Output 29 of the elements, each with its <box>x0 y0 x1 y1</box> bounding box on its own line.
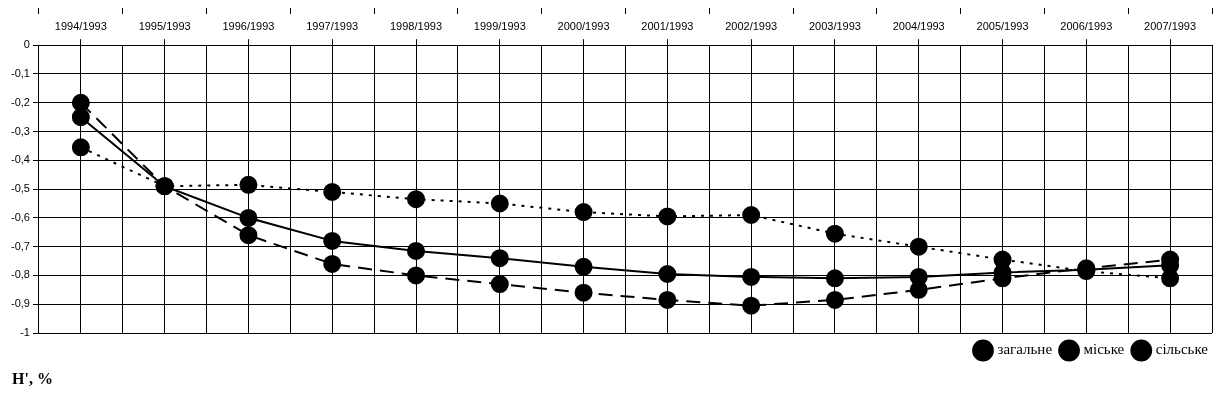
x-tick-label: 1999/1993 <box>473 19 526 32</box>
y-tick-label: -1 <box>20 326 30 339</box>
y-tick-label: -0,9 <box>10 297 30 310</box>
x-tick-label: 1997/1993 <box>306 19 359 32</box>
x-tick-label: 1995/1993 <box>138 19 191 32</box>
y-axis-title: H', % <box>12 370 53 388</box>
x-tick-label: 1998/1993 <box>390 19 442 32</box>
y-tick-label: -0,1 <box>10 67 30 80</box>
x-tick-label: 2003/1993 <box>808 19 861 32</box>
y-tick-label: -0,5 <box>10 182 30 195</box>
legend-label: міське <box>1083 341 1125 358</box>
x-tick-label: 2007/1993 <box>1144 19 1197 32</box>
y-tick-label: -0,3 <box>10 124 30 137</box>
x-tick-label: 2004/1993 <box>892 19 945 32</box>
x-tick-label: 2006/1993 <box>1060 19 1113 32</box>
y-tick-label: -0,6 <box>10 210 30 223</box>
y-tick-label: -0,4 <box>10 153 30 166</box>
x-tick-label: 2005/1993 <box>976 19 1029 32</box>
x-tick-label: 1996/1993 <box>222 19 275 32</box>
y-tick-label: -0,8 <box>10 268 30 281</box>
y-tick-label: 0 <box>23 38 30 51</box>
x-tick-label: 2000/1993 <box>557 19 610 32</box>
y-tick-label: -0,7 <box>10 239 30 252</box>
legend-label: сільське <box>1155 341 1209 358</box>
x-tick-label: 1994/1993 <box>54 19 107 32</box>
x-tick-label: 2002/1993 <box>725 19 778 32</box>
legend-label: загальне <box>997 341 1053 358</box>
x-tick-label: 2001/1993 <box>641 19 694 32</box>
y-tick-label: -0,2 <box>10 95 30 108</box>
